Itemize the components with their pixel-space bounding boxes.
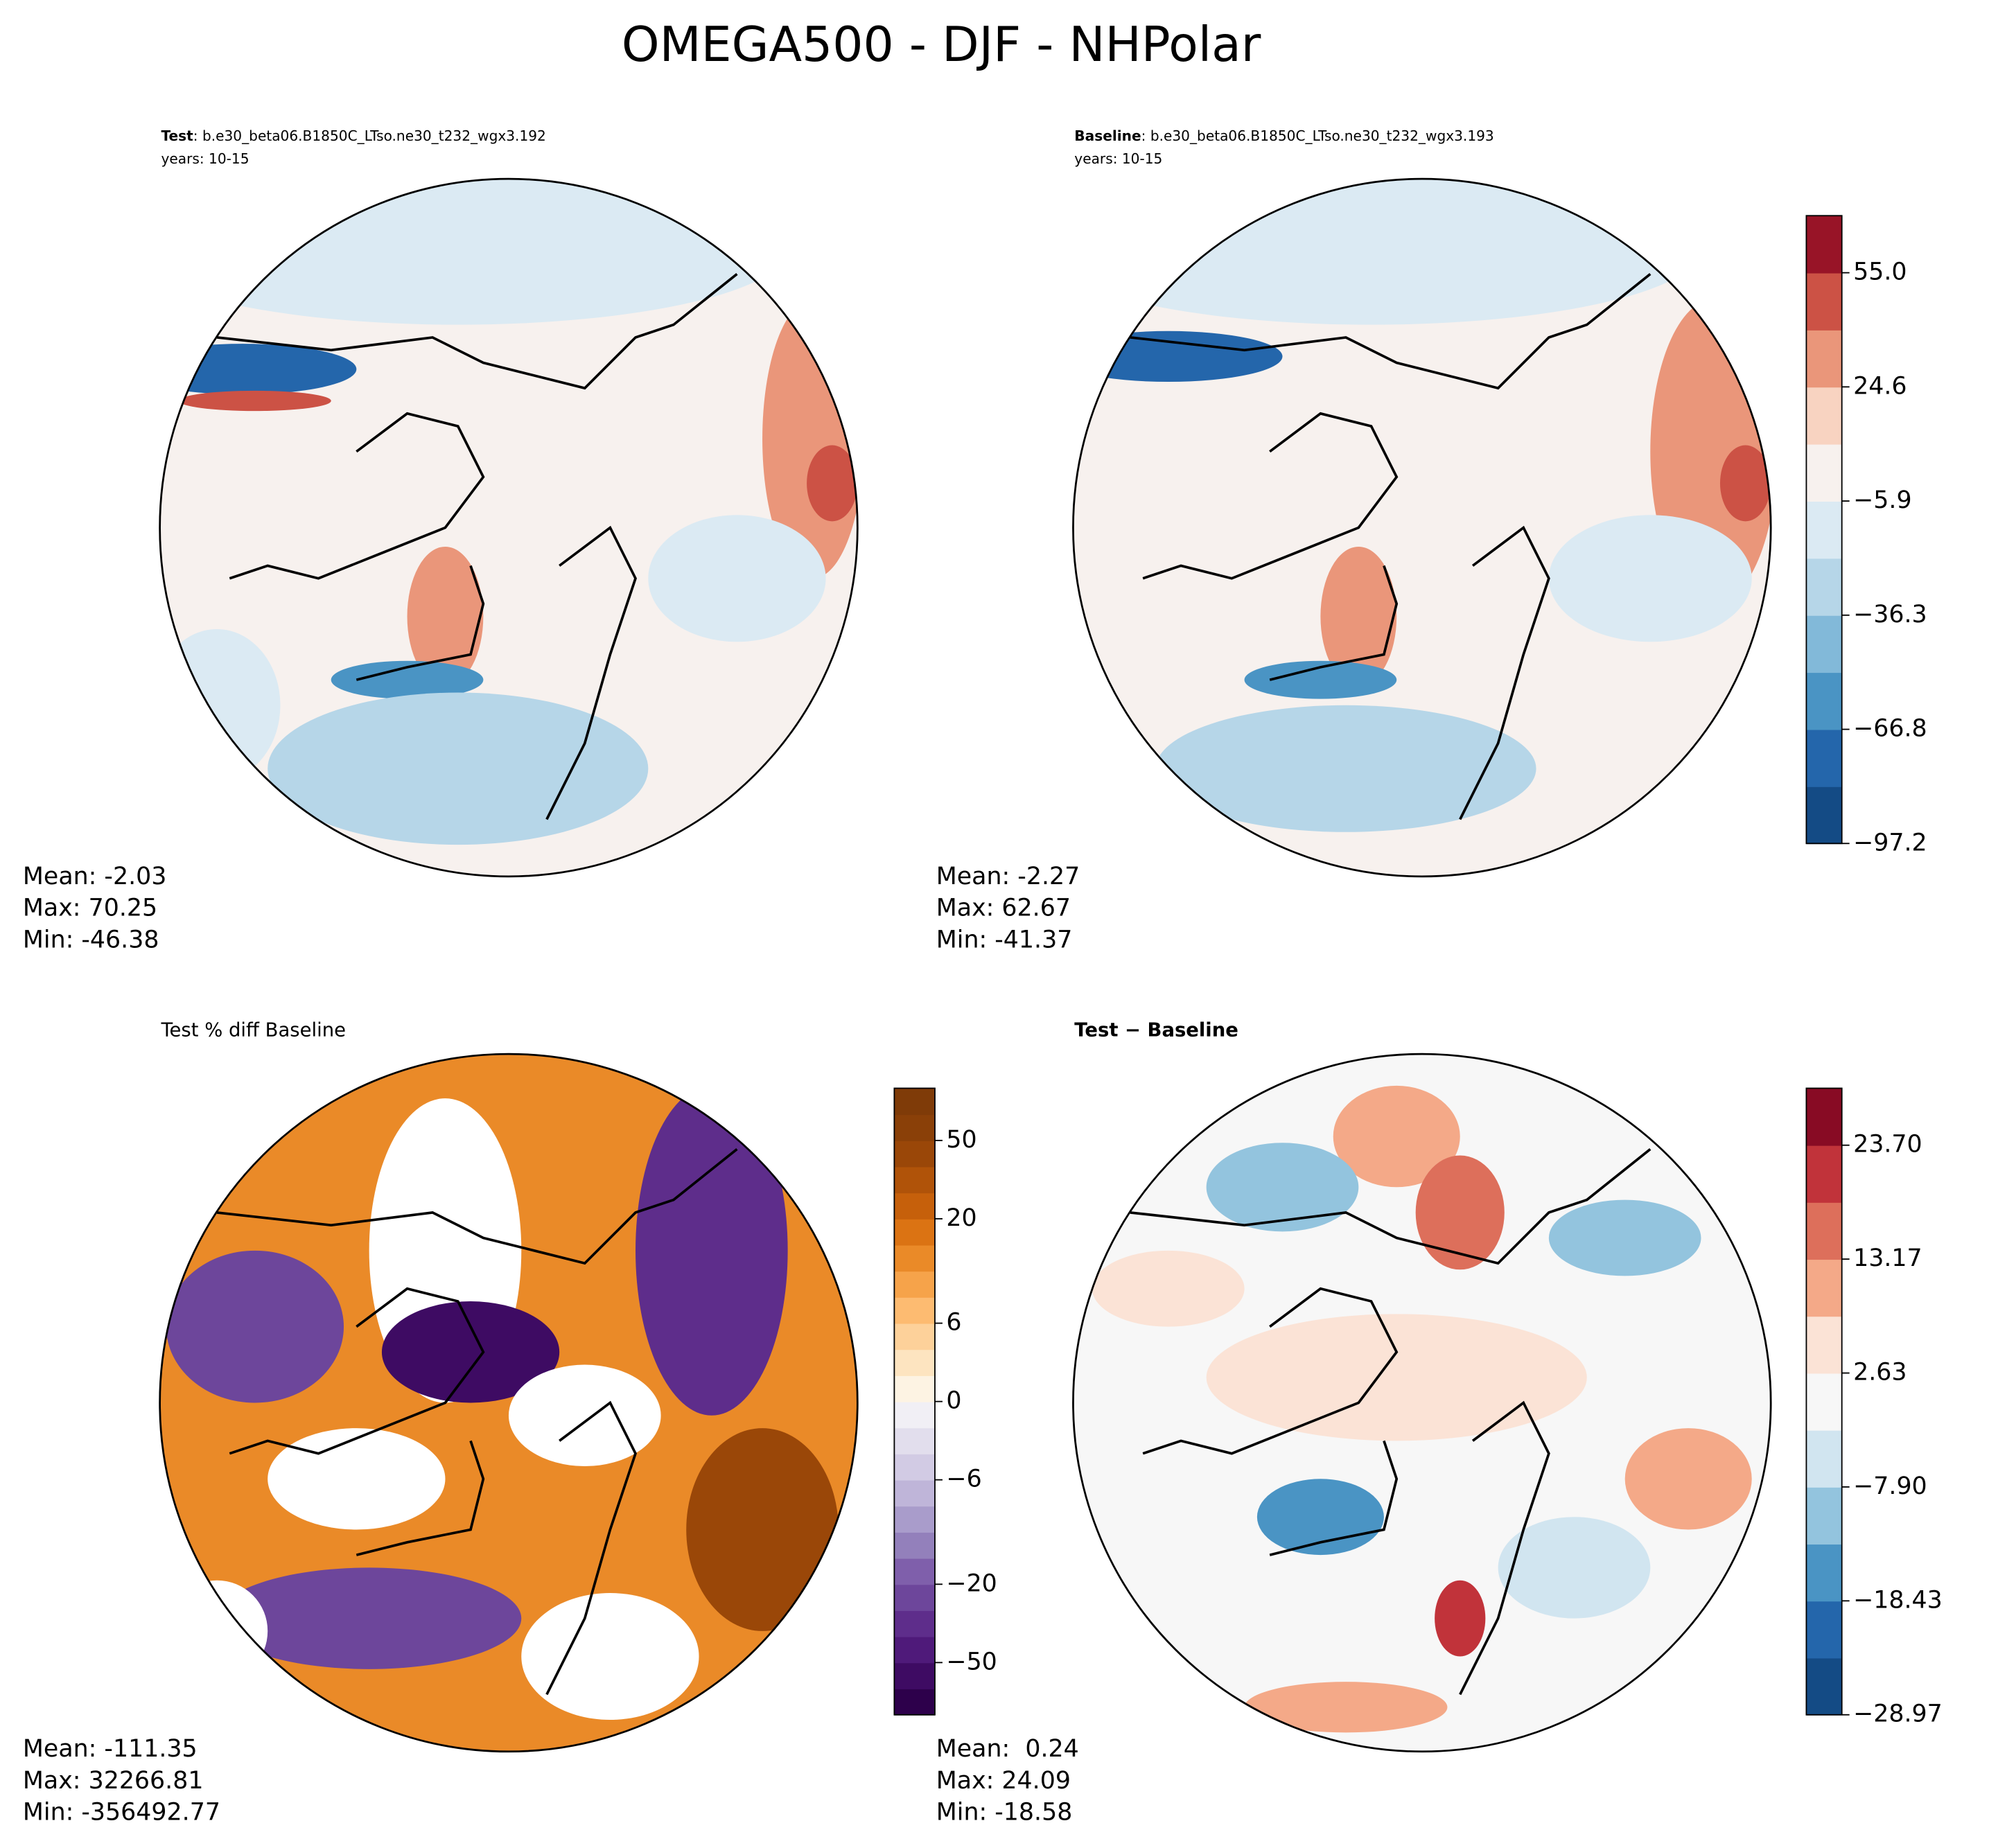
colorbar-band xyxy=(1806,1544,1842,1602)
stat-line: Min: -41.37 xyxy=(936,926,1073,953)
colorbar-band xyxy=(1806,615,1842,674)
colorbar-tick-label: 6 xyxy=(946,1309,961,1337)
heading-bold: Test xyxy=(161,127,193,144)
colorbar-band xyxy=(1806,443,1842,502)
colorbar-band xyxy=(1806,1486,1842,1545)
colorbar-band xyxy=(894,1271,935,1298)
panel-years: years: 10-15 xyxy=(1074,150,1162,167)
colorbar-band xyxy=(894,1140,935,1168)
colorbar-band xyxy=(894,1114,935,1141)
colorbar-tick-label: −18.43 xyxy=(1853,1586,1943,1614)
colorbar-tick-label: 55.0 xyxy=(1853,258,1907,286)
figure-title: OMEGA500 - DJF - NHPolar xyxy=(622,17,1261,73)
colorbar-band xyxy=(894,1453,935,1481)
colorbar-band xyxy=(1806,329,1842,388)
colorbar-band xyxy=(1806,387,1842,445)
colorbar-tick-label: −97.2 xyxy=(1853,829,1927,856)
colorbar-tick-label: −20 xyxy=(946,1569,997,1597)
colorbar-band xyxy=(1806,1259,1842,1317)
stat-line: Max: 32266.81 xyxy=(23,1767,204,1795)
stat-line: Min: -46.38 xyxy=(23,926,159,953)
colorbar-frame xyxy=(1805,1087,1843,1716)
colorbar-tick-label: −36.3 xyxy=(1853,601,1927,628)
colorbar-band xyxy=(894,1244,935,1272)
stat-line: Max: 24.09 xyxy=(936,1767,1071,1795)
colorbar-tick-label: 2.63 xyxy=(1853,1359,1907,1387)
panel-heading: Test: b.e30_beta06.B1850C_LTso.ne30_t232… xyxy=(161,127,545,144)
colorbar-band xyxy=(1806,1088,1842,1146)
colorbar-band xyxy=(894,1558,935,1585)
colorbar-band xyxy=(1806,786,1842,845)
colorbar-tick-label: 20 xyxy=(946,1204,976,1232)
colorbar-band xyxy=(1806,1657,1842,1716)
heading-rest: : b.e30_beta06.B1850C_LTso.ne30_t232_wgx… xyxy=(1141,127,1494,144)
colorbar-band xyxy=(894,1323,935,1350)
colorbar-band xyxy=(894,1689,935,1716)
colorbar-tick-label: −50 xyxy=(946,1648,997,1675)
map-panel xyxy=(1072,177,1772,878)
colorbar-band xyxy=(894,1166,935,1194)
map-panel xyxy=(159,1053,859,1753)
stat-line: Max: 70.25 xyxy=(23,895,157,922)
colorbar-band xyxy=(894,1218,935,1246)
colorbar-tick-label: −6 xyxy=(946,1466,981,1493)
colorbar-band xyxy=(1806,1316,1842,1374)
panel-heading: Baseline: b.e30_beta06.B1850C_LTso.ne30_… xyxy=(1074,127,1493,144)
colorbar-band xyxy=(894,1375,935,1402)
colorbar-tick-label: −66.8 xyxy=(1853,715,1927,743)
colorbar-band xyxy=(1806,1429,1842,1488)
colorbar-band xyxy=(1806,1601,1842,1659)
panel-years: years: 10-15 xyxy=(161,150,249,167)
stat-line: Mean: -2.27 xyxy=(936,863,1080,890)
colorbar-band xyxy=(1806,215,1842,274)
heading-bold: Baseline xyxy=(1074,127,1141,144)
colorbar-band xyxy=(894,1401,935,1429)
colorbar-band xyxy=(894,1610,935,1637)
stat-line: Min: -18.58 xyxy=(936,1799,1073,1827)
colorbar-band xyxy=(1806,558,1842,616)
colorbar-band xyxy=(1806,501,1842,559)
colorbar-band xyxy=(1806,1373,1842,1431)
stat-line: Mean: -111.35 xyxy=(23,1735,198,1763)
panel-heading: Test % diff Baseline xyxy=(160,1019,346,1041)
colorbar-tick-label: 0 xyxy=(946,1387,961,1415)
colorbar-band xyxy=(1806,672,1842,730)
stat-line: Min: -356492.77 xyxy=(23,1799,220,1827)
colorbar-band xyxy=(894,1584,935,1611)
colorbar-band xyxy=(1806,1202,1842,1260)
colorbar-band xyxy=(1806,1145,1842,1203)
colorbar-tick-label: −5.9 xyxy=(1853,486,1911,514)
map-panel xyxy=(159,177,859,878)
colorbar-band xyxy=(894,1088,935,1116)
colorbar-band xyxy=(1806,729,1842,787)
panel-heading: Test − Baseline xyxy=(1074,1019,1238,1041)
colorbar-tick-label: 13.17 xyxy=(1853,1244,1922,1272)
colorbar-band xyxy=(894,1532,935,1559)
colorbar-band xyxy=(894,1479,935,1507)
stat-line: Mean: 0.24 xyxy=(936,1735,1079,1763)
stat-line: Mean: -2.03 xyxy=(23,863,166,890)
colorbar-band xyxy=(894,1506,935,1533)
colorbar-band xyxy=(894,1193,935,1220)
colorbar-band xyxy=(894,1636,935,1664)
colorbar-tick-label: 24.6 xyxy=(1853,372,1907,400)
colorbar-tick-label: 50 xyxy=(946,1126,976,1154)
colorbar-band xyxy=(894,1662,935,1689)
colorbar-tick-label: −7.90 xyxy=(1853,1472,1927,1500)
colorbar-band xyxy=(894,1296,935,1324)
colorbar-band xyxy=(1806,272,1842,331)
map-panel xyxy=(1072,1053,1772,1753)
colorbar-tick-label: 23.70 xyxy=(1853,1131,1922,1159)
heading-rest: : b.e30_beta06.B1850C_LTso.ne30_t232_wgx… xyxy=(193,127,546,144)
colorbar-tick-label: −28.97 xyxy=(1853,1700,1943,1728)
colorbar-band xyxy=(894,1427,935,1454)
colorbar-band xyxy=(894,1349,935,1376)
colorbar-frame xyxy=(1805,215,1843,845)
stat-line: Max: 62.67 xyxy=(936,895,1071,922)
